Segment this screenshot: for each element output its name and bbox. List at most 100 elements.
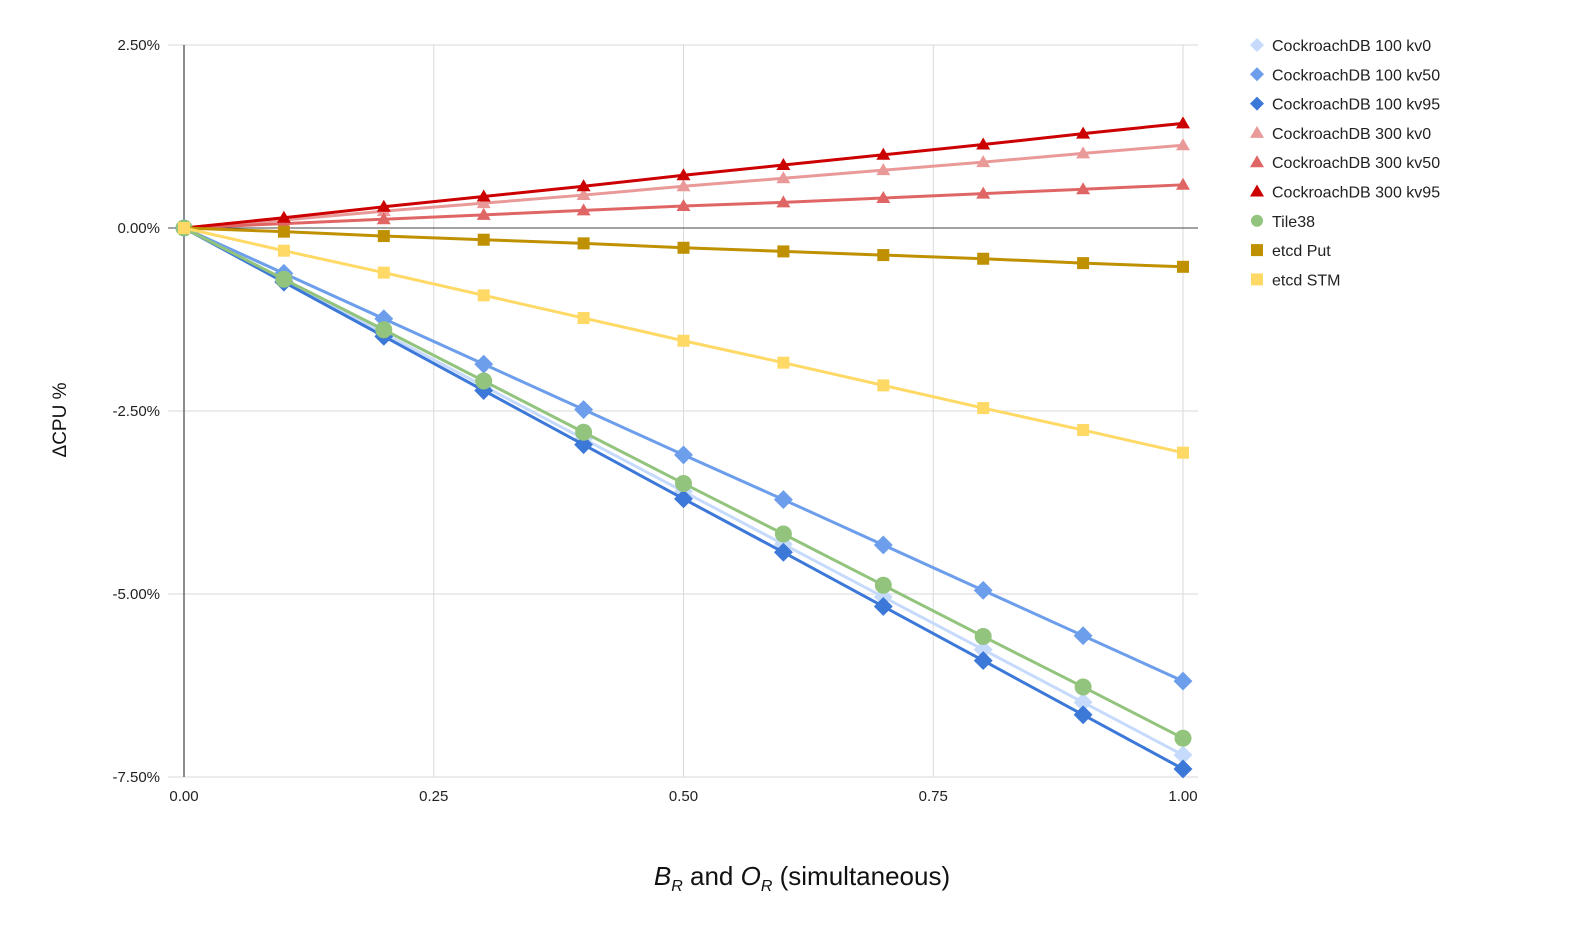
x-label-o-sub: R bbox=[761, 878, 773, 895]
circle-marker bbox=[475, 372, 493, 390]
legend-label: CockroachDB 300 kv0 bbox=[1272, 126, 1431, 143]
legend: CockroachDB 100 kv0 CockroachDB 100 kv50 C… bbox=[1250, 38, 1440, 289]
legend-label: CockroachDB 300 kv50 bbox=[1272, 155, 1440, 172]
x-tick-label: 0.00 bbox=[169, 788, 198, 805]
diamond-marker bbox=[1073, 626, 1093, 646]
x-tick-label: 0.75 bbox=[919, 788, 948, 805]
series-etcd-stm bbox=[178, 222, 1189, 459]
square-marker bbox=[377, 230, 390, 243]
series-group bbox=[174, 116, 1193, 779]
x-tick-label: 0.50 bbox=[669, 788, 698, 805]
y-tick-label: 2.50% bbox=[117, 37, 160, 54]
square-marker bbox=[477, 289, 490, 302]
circle-marker bbox=[774, 525, 792, 543]
triangle-marker bbox=[576, 179, 591, 192]
legend-item: Tile38 bbox=[1251, 214, 1315, 231]
x-axis-label: BR and OR (simultaneous) bbox=[654, 861, 950, 895]
triangle-marker bbox=[376, 212, 391, 225]
diamond-marker bbox=[1173, 745, 1193, 765]
triangle-marker bbox=[1250, 155, 1264, 168]
diamond-marker bbox=[973, 651, 993, 671]
square-marker bbox=[1251, 273, 1263, 286]
triangle-marker bbox=[976, 137, 991, 150]
legend-item: etcd Put bbox=[1251, 243, 1331, 260]
triangle-marker bbox=[976, 186, 991, 199]
triangle-marker bbox=[476, 207, 491, 220]
diamond-marker bbox=[1173, 759, 1193, 779]
axes: 0.00 0.25 0.50 0.75 1.00 2.50% 0.00% -2.50% -5.0… bbox=[112, 37, 1197, 805]
legend-label: Tile38 bbox=[1272, 214, 1315, 231]
triangle-marker bbox=[1176, 177, 1190, 190]
square-marker bbox=[777, 356, 790, 369]
triangle-marker bbox=[576, 203, 591, 216]
square-marker bbox=[1177, 260, 1189, 273]
triangle-marker bbox=[1076, 126, 1091, 139]
triangle-marker bbox=[776, 158, 791, 171]
triangle-marker bbox=[376, 199, 391, 212]
square-marker bbox=[477, 233, 490, 246]
square-marker bbox=[377, 266, 390, 279]
diamond-marker bbox=[1073, 705, 1093, 725]
circle-marker bbox=[375, 321, 393, 339]
y-axis-label: ΔCPU % bbox=[50, 382, 71, 457]
y-tick-label: -7.50% bbox=[112, 769, 160, 786]
square-marker bbox=[178, 222, 190, 234]
triangle-marker bbox=[876, 147, 891, 160]
diamond-marker bbox=[1173, 671, 1193, 691]
x-label-b-sub: R bbox=[671, 878, 683, 895]
triangle-marker bbox=[1076, 182, 1091, 195]
diamond-marker bbox=[973, 580, 993, 600]
circle-marker bbox=[1074, 678, 1092, 696]
triangle-marker bbox=[1250, 184, 1264, 197]
legend-label: CockroachDB 100 kv50 bbox=[1272, 67, 1440, 84]
diamond-marker bbox=[873, 596, 893, 616]
square-marker bbox=[577, 312, 590, 325]
x-label-b: B bbox=[654, 861, 671, 891]
legend-item: CockroachDB 100 kv50 bbox=[1250, 67, 1440, 84]
square-marker bbox=[277, 244, 290, 257]
circle-marker bbox=[874, 576, 892, 594]
diamond-marker bbox=[1250, 38, 1264, 52]
legend-label: CockroachDB 100 kv0 bbox=[1272, 38, 1431, 55]
triangle-marker bbox=[476, 189, 491, 202]
legend-label: CockroachDB 300 kv95 bbox=[1272, 185, 1440, 202]
x-label-and: and bbox=[683, 861, 741, 891]
legend-item: CockroachDB 300 kv50 bbox=[1250, 155, 1440, 172]
triangle-marker bbox=[476, 196, 491, 209]
triangle-marker bbox=[776, 171, 791, 184]
triangle-marker bbox=[676, 179, 691, 192]
square-marker bbox=[877, 249, 890, 262]
series-cockroachdb-100-kv95 bbox=[174, 218, 1193, 779]
square-marker bbox=[1251, 244, 1263, 257]
square-marker bbox=[1077, 257, 1090, 270]
square-marker bbox=[277, 225, 290, 238]
square-marker bbox=[677, 334, 690, 347]
legend-item: CockroachDB 100 kv0 bbox=[1250, 38, 1431, 55]
triangle-marker bbox=[1250, 125, 1264, 138]
square-marker bbox=[977, 402, 990, 415]
circle-marker bbox=[1251, 214, 1263, 227]
square-marker bbox=[577, 237, 590, 250]
diamond-marker bbox=[873, 535, 893, 555]
triangle-marker bbox=[676, 199, 691, 212]
triangle-marker bbox=[576, 188, 591, 201]
diamond-marker bbox=[1250, 96, 1264, 111]
square-marker bbox=[877, 379, 890, 392]
diamond-marker bbox=[773, 490, 793, 510]
x-tick-label: 1.00 bbox=[1168, 788, 1197, 805]
triangle-marker bbox=[276, 210, 291, 223]
circle-marker bbox=[575, 423, 593, 441]
diamond-marker bbox=[674, 489, 693, 509]
diamond-marker bbox=[574, 400, 594, 419]
legend-item: CockroachDB 100 kv95 bbox=[1250, 96, 1440, 114]
triangle-marker bbox=[1176, 138, 1190, 151]
square-marker bbox=[1177, 446, 1189, 459]
diamond-marker bbox=[1250, 67, 1264, 82]
series-cockroachdb-300-kv50 bbox=[177, 177, 1190, 233]
diamond-marker bbox=[873, 587, 893, 607]
x-tick-label: 0.25 bbox=[419, 788, 448, 805]
triangle-marker bbox=[876, 190, 891, 203]
diamond-marker bbox=[1073, 692, 1093, 712]
circle-marker bbox=[675, 474, 692, 492]
